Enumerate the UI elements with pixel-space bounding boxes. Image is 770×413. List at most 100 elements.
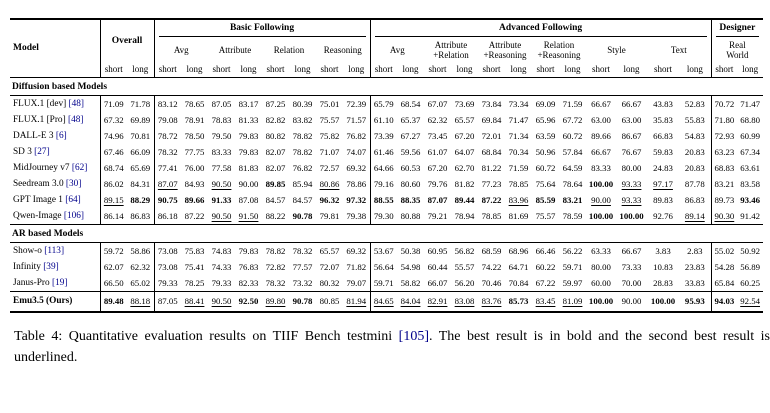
value-cell: 78.25 [184,277,205,288]
value-cell: 84.04 [397,290,425,312]
citation-link[interactable]: [106] [61,210,84,221]
model-cell: Seedream 3.0 [30] [10,176,100,192]
value-cell: 69.32 [346,162,367,173]
value-cell: 59.56 [400,146,421,157]
value-cell: 93.33 [621,194,642,205]
value-cell: 79.83 [238,146,259,157]
value-cell: 59.71 [562,261,583,272]
citation-link[interactable]: [39] [40,261,59,272]
table-caption: Table 4: Quantitative evaluation results… [14,326,770,368]
value-cell: 92.50 [235,290,263,312]
value-cell: 63.59 [535,130,556,141]
value-cell: 83.17 [238,98,259,109]
table-row: Seedream 3.0 [30] 86.02 84.31 87.07 84.93 90.… [10,175,763,192]
table-row: MidJourney v7 [62] 68.74 65.69 77.41 76.00 77… [10,159,763,176]
value-cell: 60.99 [740,130,761,141]
value-cell: 88.55 [369,191,398,208]
citation-link[interactable]: [113] [41,245,65,256]
table-row: SD 3 [27] 67.46 66.09 78.32 77.75 83.33 79.83 8… [10,143,763,160]
value-cell: 50.38 [400,245,421,256]
value-cell: 68.83 [710,159,738,176]
table-row: FLUX.1 [Pro] [48] 67.32 69.89 79.08 78.91 78.… [10,111,763,128]
value-cell: 66.83 [653,130,673,141]
value-cell: 70.81 [130,130,151,141]
model-name: Qwen-Image [13,210,62,221]
section-header-row: Diffusion based Models [10,76,764,96]
value-cell: 73.08 [153,242,182,259]
value-cell: 79.83 [238,245,259,256]
value-cell: 74.33 [211,261,232,272]
value-cell: 81.09 [559,290,587,312]
value-cell: 54.83 [684,130,705,141]
value-cell: 58.86 [130,245,151,256]
model-name: Seedream 3.0 [13,178,64,189]
value-cell: 64.71 [508,261,529,272]
value-cell: 54.98 [400,261,421,272]
col-relation-reasoning: Relation +Reasoning [537,40,581,61]
col-attribute-reasoning: Attribute +Reasoning [483,40,527,61]
value-cell: 83.21 [562,194,583,205]
shortlong-header-short: short [208,61,236,78]
model-name: FLUX.1 [Pro] [13,114,66,125]
citation-link[interactable]: [30] [63,178,82,189]
value-cell: 79.08 [153,111,182,128]
value-cell: 56.22 [562,245,583,256]
value-cell: 88.29 [130,194,151,205]
value-cell: 78.32 [153,143,182,160]
shortlong-header-short: short [153,61,182,78]
citation-link[interactable]: [48] [65,114,84,125]
value-cell: 83.12 [153,95,182,112]
value-cell: 86.18 [153,207,182,225]
value-cell: 75.41 [184,261,205,272]
model-cell: Show-o [113] [10,242,100,259]
value-cell: 33.83 [684,277,705,288]
value-cell: 68.80 [740,114,761,125]
header-shortlong-row: short long short long short long short long shor… [10,61,764,78]
value-cell: 70.34 [508,146,529,157]
value-cell: 68.59 [481,245,502,256]
value-cell: 54.28 [710,258,738,275]
value-cell: 10.83 [653,261,673,272]
col-basic-attribute: Attribute [218,45,252,56]
caption-text-post: . The best result is in bold and the sec… [14,328,770,365]
value-cell: 66.67 [591,146,611,157]
value-cell: 71.57 [346,114,367,125]
value-cell: 73.69 [454,98,475,109]
value-cell: 67.07 [427,98,448,109]
value-cell: 74.22 [481,261,502,272]
shortlong-header-short: short [424,61,452,78]
value-cell: 64.66 [369,159,398,176]
citation-link[interactable]: [62] [69,162,88,173]
value-cell: 86.67 [621,130,642,141]
value-cell: 66.50 [99,274,127,292]
shortlong-header-long: long [397,61,425,78]
value-cell: 78.82 [292,130,313,141]
value-cell: 66.67 [591,98,611,109]
value-cell: 79.21 [427,210,448,221]
value-cell: 80.60 [400,178,421,189]
caption-citation[interactable]: [105] [398,328,429,344]
citation-link[interactable]: [48] [66,98,85,109]
value-cell: 68.54 [400,98,421,109]
value-cell: 81.69 [508,210,529,221]
value-cell: 80.82 [265,130,286,141]
model-name: Janus-Pro [13,277,50,288]
value-cell: 81.83 [238,162,259,173]
value-cell: 79.38 [346,210,367,221]
value-cell: 70.84 [508,277,529,288]
value-cell: 83.33 [591,162,611,173]
value-cell: 73.32 [292,277,313,288]
shortlong-header-long: long [679,61,712,78]
value-cell: 83.82 [292,114,313,125]
citation-link[interactable]: [27] [31,146,50,157]
value-cell: 61.10 [369,111,398,128]
value-cell: 81.22 [481,162,502,173]
value-cell: 79.16 [369,175,398,192]
citation-link[interactable]: [6] [53,130,67,141]
value-cell: 71.59 [562,98,583,109]
section-title: Diffusion based Models [10,76,764,96]
citation-link[interactable]: [19] [49,277,68,288]
value-cell: 81.33 [238,114,259,125]
citation-link[interactable]: [64] [62,194,81,205]
